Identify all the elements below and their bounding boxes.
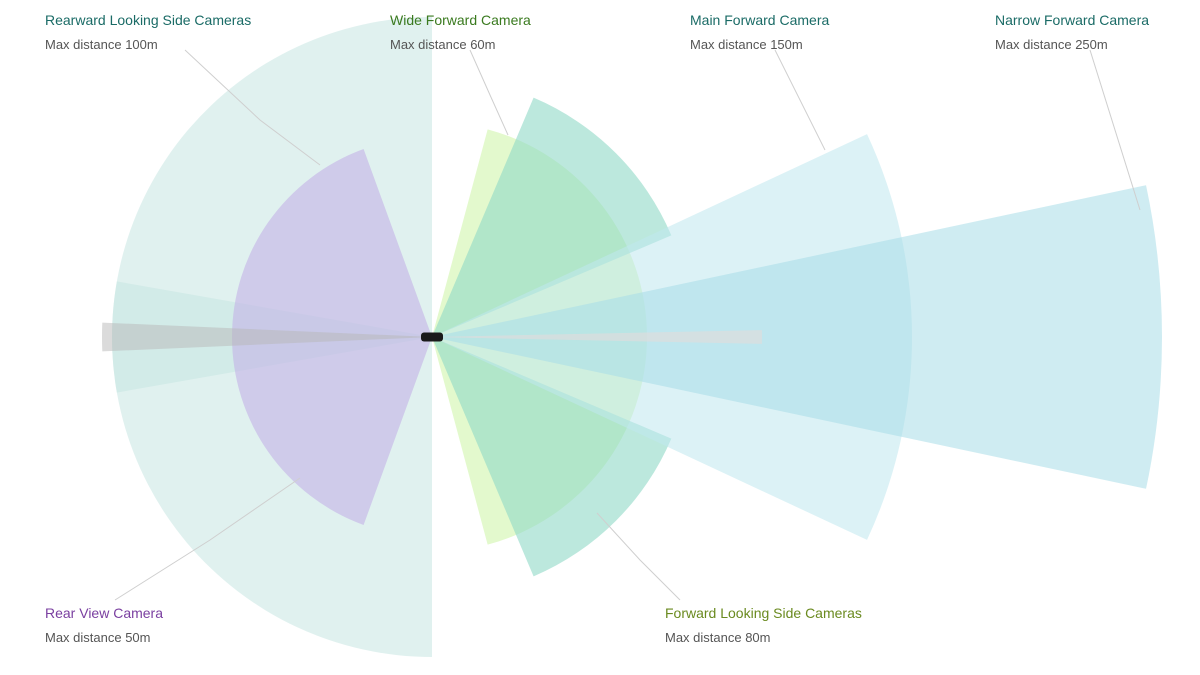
label-title: Rearward Looking Side Cameras [45,12,251,29]
label-title: Rear View Camera [45,605,163,622]
label-subtitle: Max distance 80m [665,630,862,646]
label-title: Main Forward Camera [690,12,829,29]
label-subtitle: Max distance 150m [690,37,829,53]
label-wide_forward: Wide Forward Camera Max distance 60m [390,12,531,52]
leader-line-forward_side [597,513,680,600]
leader-line-narrow_forward [1090,50,1140,210]
label-rear_view: Rear View Camera Max distance 50m [45,605,163,645]
label-subtitle: Max distance 250m [995,37,1149,53]
label-subtitle: Max distance 50m [45,630,163,646]
label-title: Wide Forward Camera [390,12,531,29]
label-forward_side: Forward Looking Side Cameras Max distance… [665,605,862,645]
label-subtitle: Max distance 60m [390,37,531,53]
leader-line-main_forward [775,50,825,150]
label-title: Narrow Forward Camera [995,12,1149,29]
sensor-coverage-diagram [0,0,1200,675]
label-main_forward: Main Forward Camera Max distance 150m [690,12,829,52]
label-rearward_side: Rearward Looking Side Cameras Max distanc… [45,12,251,52]
label-title: Forward Looking Side Cameras [665,605,862,622]
vehicle-icon [421,333,443,342]
label-subtitle: Max distance 100m [45,37,251,53]
label-narrow_forward: Narrow Forward Camera Max distance 250m [995,12,1149,52]
leader-line-wide_forward [470,50,508,135]
